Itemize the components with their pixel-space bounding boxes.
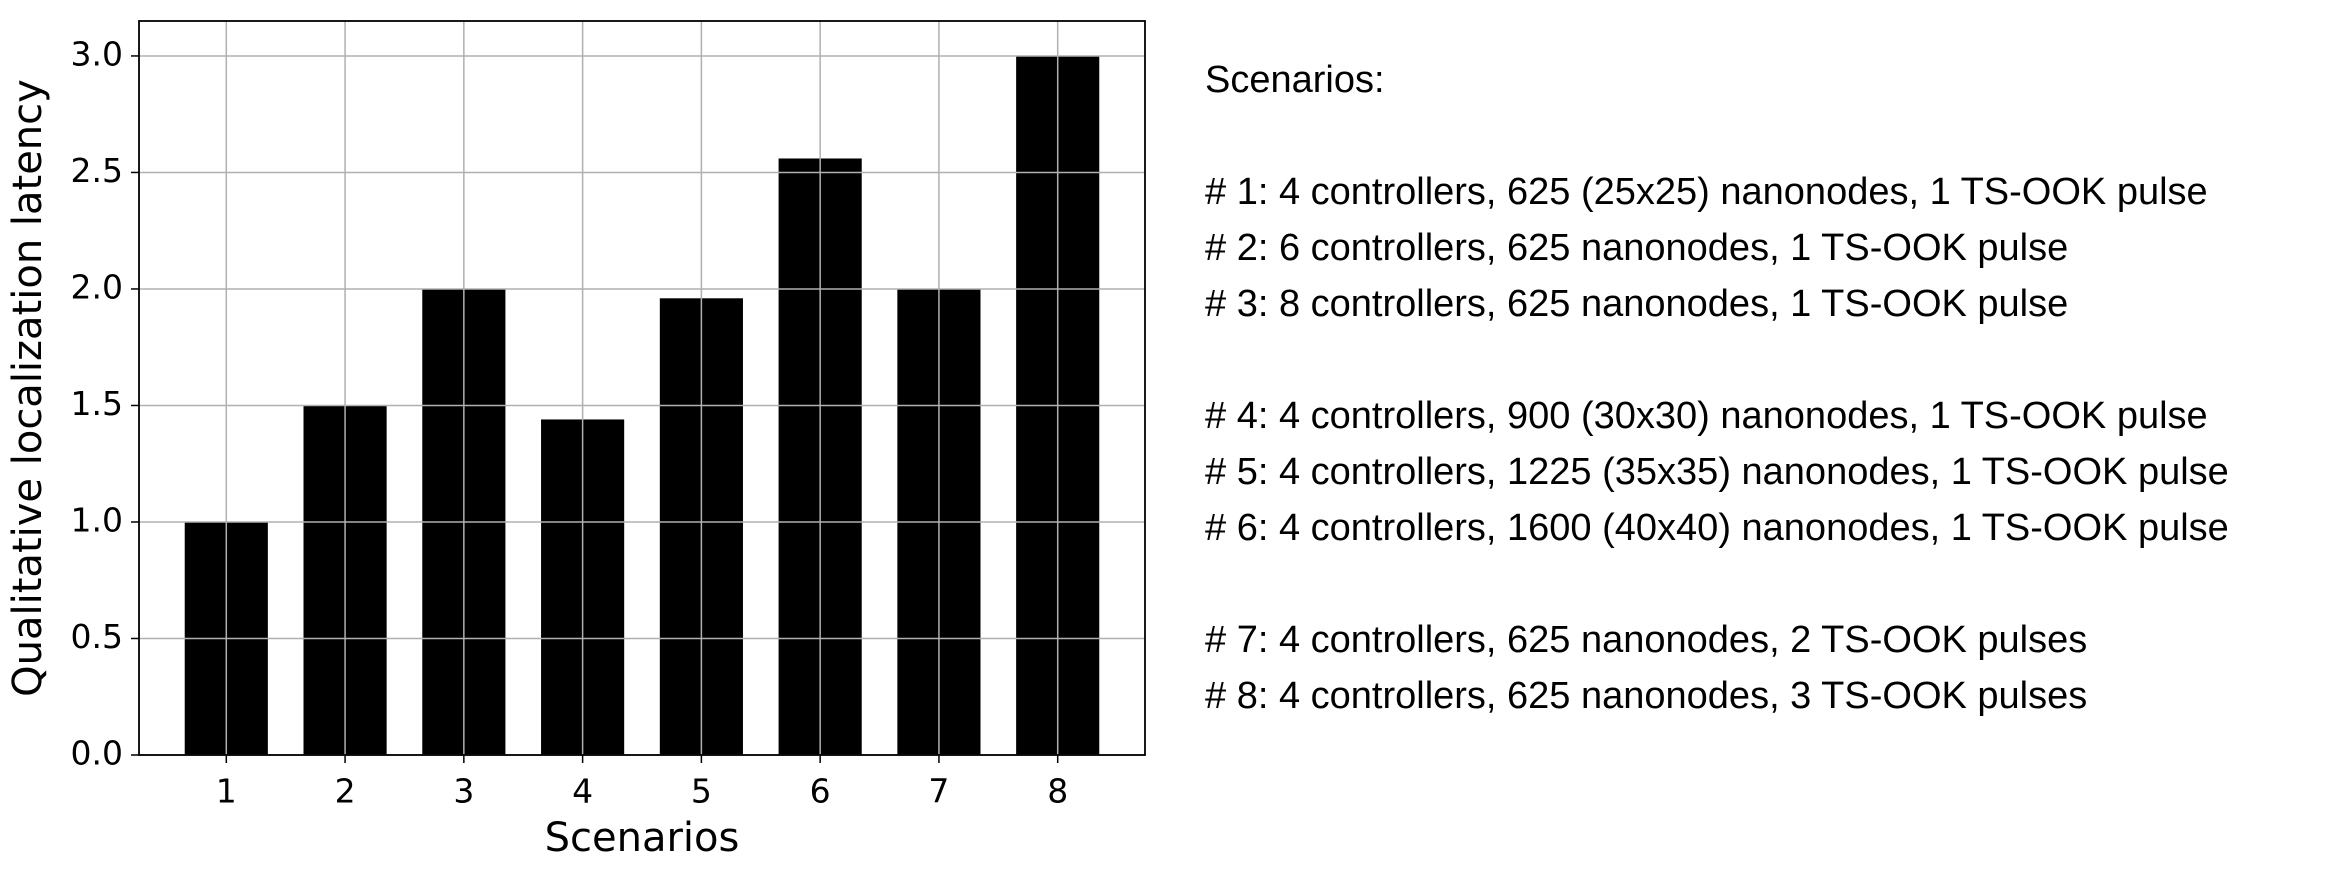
x-tick-label: 3: [453, 772, 474, 811]
scenario-note: # 7: 4 controllers, 625 nanonodes, 2 TS-…: [1205, 619, 2087, 661]
x-tick-label: 8: [1047, 772, 1068, 811]
notes-title: Scenarios:: [1205, 59, 1385, 101]
x-tick-label: 5: [691, 772, 712, 811]
y-tick-label: 3.0: [71, 34, 123, 73]
y-tick-label: 2.5: [71, 151, 123, 190]
scenario-note: # 5: 4 controllers, 1225 (35x35) nanonod…: [1205, 451, 2229, 493]
y-tick-label: 1.0: [71, 500, 123, 539]
scenario-note: # 2: 6 controllers, 625 nanonodes, 1 TS-…: [1205, 227, 2068, 269]
y-tick-label: 2.0: [71, 267, 123, 306]
y-axis-label: Qualitative localization latency: [5, 79, 51, 697]
y-tick-label: 1.5: [71, 384, 123, 423]
x-axis-label: Scenarios: [545, 815, 740, 861]
scenario-note: # 3: 8 controllers, 625 nanonodes, 1 TS-…: [1205, 283, 2068, 325]
scenario-note: # 1: 4 controllers, 625 (25x25) nanonode…: [1205, 171, 2208, 213]
x-tick-label: 2: [335, 772, 356, 811]
scenario-note: # 4: 4 controllers, 900 (30x30) nanonode…: [1205, 395, 2208, 437]
x-tick-label: 1: [216, 772, 237, 811]
y-tick-label: 0.0: [71, 734, 123, 773]
scenario-note: # 8: 4 controllers, 625 nanonodes, 3 TS-…: [1205, 675, 2087, 717]
x-tick-label: 4: [572, 772, 593, 811]
x-tick-label: 6: [810, 772, 831, 811]
y-tick-label: 0.5: [71, 617, 123, 656]
plot-frame: [138, 20, 1146, 756]
x-tick-label: 7: [928, 772, 949, 811]
scenario-note: # 6: 4 controllers, 1600 (40x40) nanonod…: [1205, 507, 2229, 549]
